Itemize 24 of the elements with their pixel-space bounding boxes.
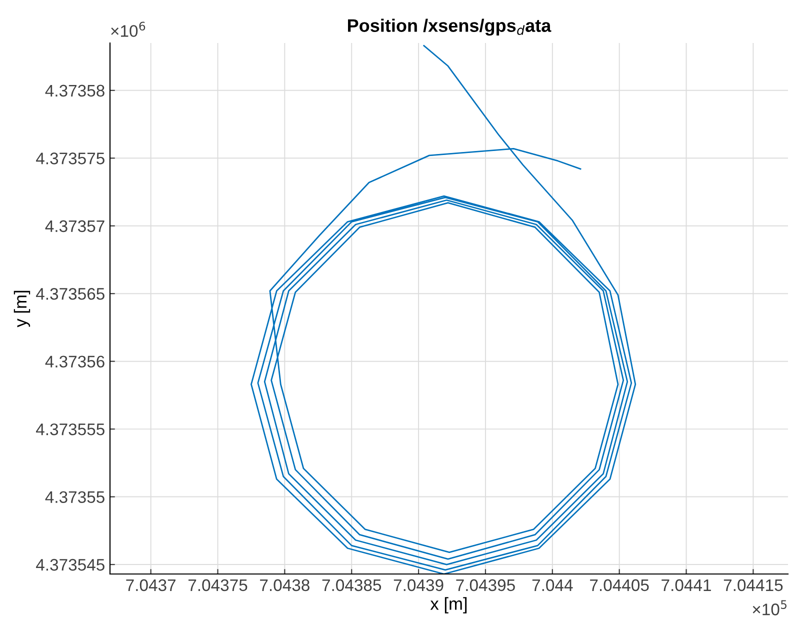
x-tick-label: 7.04385 (322, 579, 382, 592)
x-tick-label: 7.0438 (260, 579, 310, 592)
y-tick-label: 4.373545 (36, 558, 104, 571)
y-tick-label: 4.37357 (45, 220, 104, 232)
y-tick-label: 4.37358 (45, 84, 104, 97)
x-tick-label: 7.04375 (188, 579, 248, 592)
y-tick-label: 4.37356 (45, 356, 104, 368)
x-tick-label: 7.0439 (394, 579, 444, 592)
y-tick-label: 4.37355 (45, 491, 104, 503)
text: ×10$^{6}$ (111, 22, 146, 37)
x-tick-label: 7.04395 (456, 579, 515, 592)
x-tick-label: 7.044 (532, 579, 573, 592)
y-axis-title: y [m] (14, 290, 30, 328)
text: ×10$^{5}$ (752, 600, 786, 616)
x-tick-label: 7.0437 (126, 579, 176, 592)
x-tick-label: 7.0441 (662, 579, 711, 592)
line-series (250, 45, 636, 574)
x-tick-label: 7.04405 (590, 579, 649, 592)
x-tick-label: 7.04415 (724, 579, 783, 592)
y-tick-label: 4.373565 (36, 288, 104, 300)
x-axis-title: x [m] (430, 597, 467, 614)
chart-title: Position /xsens/gps$_{d}$ata (348, 18, 552, 36)
y-tick-label: 4.373555 (36, 423, 104, 436)
y-tick-label: 4.373575 (36, 152, 104, 164)
